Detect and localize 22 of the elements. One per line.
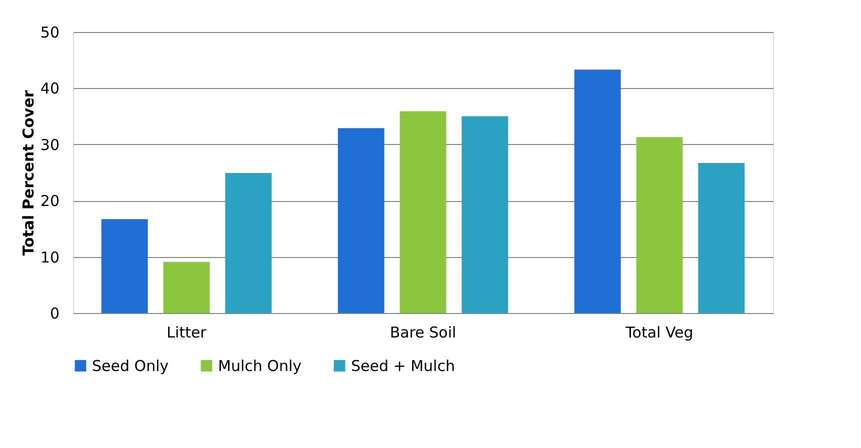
bar	[225, 173, 272, 313]
legend-label: Mulch Only	[218, 356, 302, 375]
legend-label: Seed Only	[92, 356, 169, 375]
x-tick-label: Total Veg	[624, 324, 694, 342]
bar	[462, 116, 508, 313]
x-tick-label: Bare Soil	[390, 324, 456, 342]
y-tick-label: 10	[40, 248, 60, 266]
bar	[698, 162, 745, 313]
bar	[163, 262, 210, 313]
bar	[400, 111, 446, 313]
legend-label: Seed + Mulch	[351, 356, 455, 375]
bar	[636, 137, 683, 313]
y-axis-title: Total Percent Cover	[19, 90, 38, 256]
bar	[574, 70, 621, 313]
y-tick-label: 30	[40, 136, 60, 154]
y-tick-label: 50	[40, 24, 60, 42]
y-tick-label: 40	[40, 80, 60, 98]
y-tick-label: 20	[40, 192, 60, 210]
bar	[101, 219, 148, 313]
bar	[338, 128, 384, 313]
x-tick-label: Litter	[166, 324, 208, 342]
y-tick-label: 0	[50, 304, 60, 322]
